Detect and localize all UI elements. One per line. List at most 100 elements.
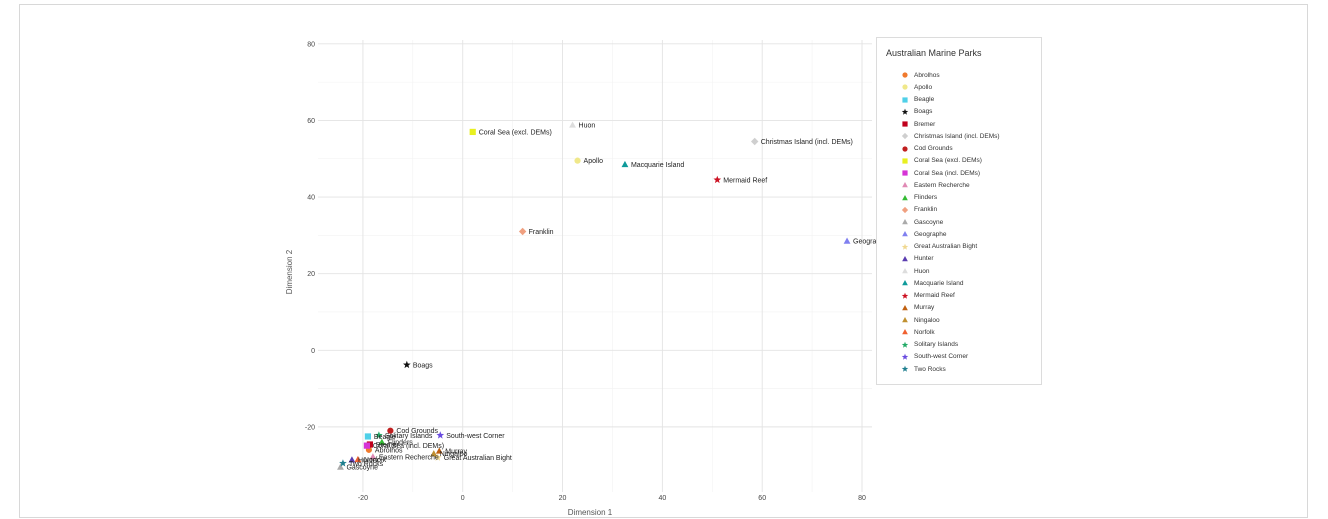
legend-marker-shape (902, 84, 908, 90)
data-point (469, 128, 476, 136)
legend-label: Coral Sea (incl. DEMs) (914, 169, 981, 177)
legend-marker (902, 255, 908, 262)
legend-label: Huon (914, 267, 930, 275)
legend-marker (902, 280, 908, 286)
point-label: Hunter (358, 457, 380, 464)
legend-marker-shape (901, 292, 909, 299)
legend-label: Abrolhos (914, 71, 940, 79)
point-label: Boags (413, 362, 433, 369)
x-tick-label: 20 (559, 495, 567, 502)
data-point (387, 427, 394, 434)
legend-marker (902, 146, 908, 152)
legend-label: Murray (914, 304, 935, 312)
legend-marker (901, 353, 909, 360)
data-point (750, 137, 759, 146)
point-label: Huon (579, 123, 596, 130)
legend-marker (902, 219, 908, 225)
data-point (363, 442, 371, 449)
legend-item: Mermaid Reef (877, 290, 1000, 302)
point-label: Flinders (388, 440, 413, 447)
data-point (621, 160, 629, 168)
data-point (435, 447, 443, 454)
point-label: Franklin (529, 229, 554, 236)
data-point (430, 450, 438, 457)
legend-marker-shape (901, 133, 909, 140)
legend-item: Great Australian Bight (877, 241, 1000, 253)
chart-frame (19, 4, 1308, 518)
legend-label: Franklin (914, 206, 938, 214)
legend-label: Eastern Recherche (914, 181, 970, 189)
data-point (375, 431, 383, 439)
legend-marker (902, 158, 908, 164)
legend-marker-shape (902, 121, 908, 127)
legend-marker (902, 329, 908, 335)
x-tick-label: 40 (658, 495, 666, 502)
point-label: Norfolk (364, 457, 387, 464)
data-points (337, 121, 851, 470)
legend-label: Great Australian Bight (914, 243, 978, 251)
legend-label: Gascoyne (914, 218, 944, 226)
legend-label: Cod Grounds (914, 145, 953, 153)
legend-marker (901, 365, 909, 372)
legend-label: Geographe (914, 230, 947, 238)
data-point (339, 459, 347, 467)
data-point (364, 433, 372, 440)
legend-item: Beagle (877, 94, 1000, 106)
point-label: Macquarie Island (631, 162, 684, 169)
data-point (337, 463, 344, 470)
legend-item: Coral Sea (incl. DEMs) (877, 167, 1000, 179)
legend-marker-shape (901, 108, 909, 115)
legend-marker (902, 268, 908, 274)
data-point (378, 438, 386, 445)
legend-marker-shape (901, 243, 909, 250)
legend-item: Christmas Island (incl. DEMs) (877, 130, 1000, 142)
legend-label: Two Rocks (914, 365, 946, 373)
data-point (354, 455, 362, 463)
legend-marker-shape (902, 158, 908, 164)
data-point (574, 157, 581, 164)
legend-marker (901, 133, 909, 140)
point-label: Gascoyne (346, 465, 378, 472)
legend-label: Boags (914, 108, 933, 116)
tick-labels: -20 0 20 40 60 80 -20 0 20 40 60 80 (305, 41, 866, 502)
legend-item: South-west Corner (877, 351, 1000, 363)
legend-label: Coral Sea (excl. DEMs) (914, 157, 982, 165)
legend-label: Hunter (914, 255, 934, 263)
legend-marker (901, 206, 909, 213)
legend-marker (901, 292, 909, 299)
x-tick-label: 60 (758, 495, 766, 502)
legend-marker-shape (902, 72, 908, 78)
point-label: Solitary Islands (385, 433, 433, 440)
legend-marker (902, 317, 908, 323)
legend-label: Solitary Islands (914, 341, 959, 349)
legend-item: Flinders (877, 192, 1000, 204)
y-tick-label: 0 (311, 348, 315, 355)
legend-marker-shape (902, 194, 908, 200)
legend-label: Macquarie Island (914, 279, 964, 287)
data-point (713, 175, 722, 184)
legend-item: Boags (877, 106, 1000, 118)
legend-item: Ningaloo (877, 314, 1000, 326)
point-label: Two Rocks (349, 461, 384, 468)
legend-marker-shape (902, 255, 908, 262)
legend-marker-shape (901, 206, 909, 213)
legend-marker-shape (902, 146, 908, 152)
legend-label: Bremer (914, 120, 936, 128)
data-point (348, 456, 356, 463)
y-axis-title: Dimension 2 (285, 249, 294, 294)
legend-item: Huon (877, 265, 1000, 277)
legend-label: Beagle (914, 96, 935, 104)
legend-marker (902, 84, 908, 90)
legend-label: Christmas Island (incl. DEMs) (914, 132, 1000, 140)
legend-label: Norfolk (914, 328, 935, 336)
y-tick-label: 80 (307, 41, 315, 48)
y-tick-label: 60 (307, 118, 315, 125)
x-tick-label: 0 (461, 495, 465, 502)
legend-marker (902, 194, 908, 200)
legend-item: Norfolk (877, 326, 1000, 338)
legend-item: Abrolhos (877, 69, 1000, 81)
legend-item: Two Rocks (877, 363, 1000, 375)
data-point (369, 453, 377, 460)
legend-marker (902, 304, 908, 311)
y-tick-label: 40 (307, 195, 315, 202)
